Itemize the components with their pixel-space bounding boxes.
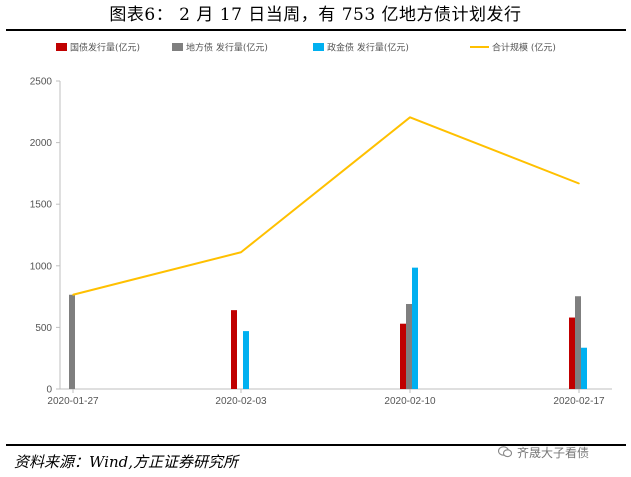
legend-label: 地方债 发行量(亿元) <box>186 42 268 54</box>
legend-label: 合计规模 (亿元) <box>492 42 556 54</box>
total-line <box>72 116 580 296</box>
bar <box>400 323 406 389</box>
chart-title: 图表6： 2 月 17 日当周，有 753 亿地方债计划发行 <box>109 5 522 25</box>
bar <box>569 317 575 389</box>
x-tick-label: 2020-02-17 <box>553 396 605 407</box>
line-point <box>409 116 411 119</box>
bar <box>406 303 412 389</box>
legend-swatch <box>313 43 324 51</box>
line-point <box>72 293 74 296</box>
bar <box>231 310 237 389</box>
chart: 国债发行量(亿元) 地方债 发行量(亿元) 政金债 发行量(亿元) 合计规模 (亿元)… <box>30 42 612 407</box>
y-tick-label: 500 <box>35 323 52 334</box>
x-axis: 2020-01-27 2020-02-03 2020-02-10 2020-02-17 <box>47 388 612 407</box>
bars <box>69 267 587 389</box>
bar <box>412 267 418 389</box>
bar <box>69 294 75 389</box>
x-tick-label: 2020-01-27 <box>47 396 99 407</box>
x-tick-label: 2020-02-10 <box>384 396 436 407</box>
x-tick-label: 2020-02-03 <box>215 396 267 407</box>
y-tick-label: 2000 <box>30 138 53 149</box>
source-note: 资料来源：Wind,方正证券研究所 <box>14 453 238 471</box>
y-tick-label: 1500 <box>30 200 53 211</box>
series-line <box>72 116 580 296</box>
watermark: 齐晟大子看债 <box>498 441 589 463</box>
title-divider <box>6 29 626 31</box>
watermark-text: 齐晟大子看债 <box>517 445 590 460</box>
bar <box>581 347 587 389</box>
wechat-icon <box>498 446 512 458</box>
y-tick-label: 1000 <box>30 261 53 272</box>
legend-swatch <box>56 43 67 51</box>
source-divider <box>6 444 626 446</box>
y-tick-label: 0 <box>46 385 52 396</box>
legend-swatch <box>172 43 183 51</box>
legend-label: 政金债 发行量(亿元) <box>327 42 409 54</box>
y-tick-label: 2500 <box>30 77 53 88</box>
legend: 国债发行量(亿元) 地方债 发行量(亿元) 政金债 发行量(亿元) 合计规模 (亿元) <box>56 42 556 54</box>
bar <box>575 296 581 389</box>
y-axis: 0 500 1000 1500 2000 2500 <box>30 77 61 396</box>
bar <box>243 331 249 389</box>
line-point <box>578 182 580 185</box>
legend-label: 国债发行量(亿元) <box>70 42 140 54</box>
line-point <box>240 251 242 254</box>
